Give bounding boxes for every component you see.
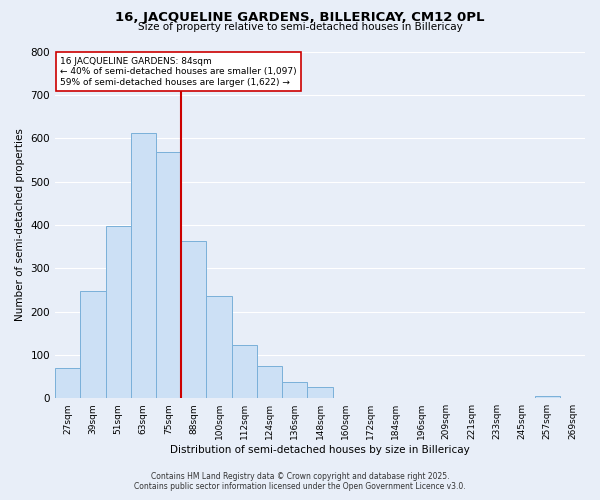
Text: Size of property relative to semi-detached houses in Billericay: Size of property relative to semi-detach…: [137, 22, 463, 32]
Bar: [307, 388, 332, 398]
Bar: [282, 382, 307, 398]
Bar: [232, 345, 257, 398]
Bar: [181, 242, 206, 398]
Bar: [55, 368, 80, 398]
Text: 16, JACQUELINE GARDENS, BILLERICAY, CM12 0PL: 16, JACQUELINE GARDENS, BILLERICAY, CM12…: [115, 11, 485, 24]
Bar: [206, 296, 232, 398]
X-axis label: Distribution of semi-detached houses by size in Billericay: Distribution of semi-detached houses by …: [170, 445, 470, 455]
Bar: [106, 226, 131, 398]
Text: Contains HM Land Registry data © Crown copyright and database right 2025.
Contai: Contains HM Land Registry data © Crown c…: [134, 472, 466, 491]
Bar: [156, 152, 181, 398]
Bar: [131, 132, 156, 398]
Bar: [257, 366, 282, 398]
Bar: [535, 396, 560, 398]
Bar: [80, 290, 106, 398]
Text: 16 JACQUELINE GARDENS: 84sqm
← 40% of semi-detached houses are smaller (1,097)
5: 16 JACQUELINE GARDENS: 84sqm ← 40% of se…: [61, 56, 297, 86]
Y-axis label: Number of semi-detached properties: Number of semi-detached properties: [15, 128, 25, 322]
